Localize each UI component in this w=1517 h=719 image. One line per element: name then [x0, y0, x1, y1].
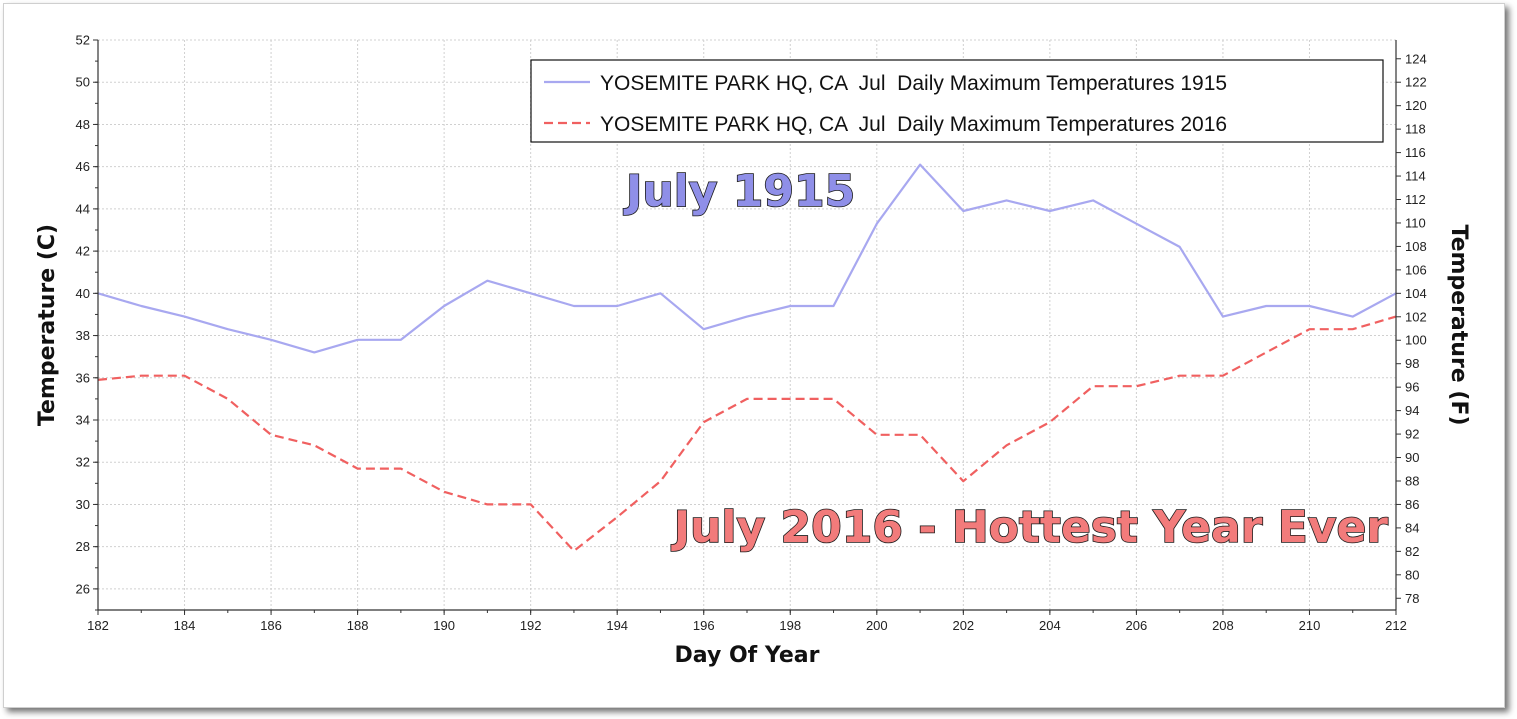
x-tick-label: 208 [1212, 618, 1234, 633]
x-tick-label: 188 [347, 618, 369, 633]
temperature-chart: 182 184 186 188 190 192 194 196 198 200 202 204 206 2… [35, 33, 1471, 669]
y-axis-title-right: Temperature (F) [1446, 224, 1471, 425]
series-line-1915 [97, 163, 1397, 354]
series-lines [97, 163, 1397, 553]
annotation-july-2016: July 2016 - Hottest Year Ever [671, 502, 1389, 553]
y2-tick-label: 92 [1405, 427, 1419, 442]
x-tick-label: 196 [693, 618, 715, 633]
y2-tick-label: 94 [1405, 403, 1419, 418]
y-tick-label: 40 [76, 286, 90, 301]
y2-tick-label: 80 [1405, 567, 1419, 582]
y-tick-label: 26 [76, 581, 90, 596]
annotation-july-1915: July 1915 [623, 166, 855, 217]
y-tick-label: 50 [76, 75, 90, 90]
x-tick-label: 194 [606, 618, 628, 633]
y-tick-label: 46 [76, 159, 90, 174]
y2-tick-label: 116 [1405, 145, 1426, 160]
chart-frame: 182 184 186 188 190 192 194 196 198 200 202 204 206 2… [3, 3, 1505, 708]
y2-tick-label: 98 [1405, 356, 1419, 371]
x-tick-label: 204 [1039, 618, 1061, 633]
y-tick-label: 36 [76, 370, 90, 385]
y2-tick-label: 122 [1405, 75, 1427, 90]
y-tick-label: 52 [76, 33, 90, 48]
x-tick-label: 202 [952, 618, 974, 633]
x-tick-label: 182 [87, 618, 109, 633]
y-tick-label: 44 [76, 201, 90, 216]
y2-tick-label: 82 [1405, 544, 1419, 559]
x-tick-label: 190 [433, 618, 455, 633]
x-tick-label: 206 [1126, 618, 1148, 633]
y2-tick-label: 114 [1405, 169, 1426, 184]
y-tick-label: 30 [76, 497, 90, 512]
x-tick-label: 184 [174, 618, 196, 633]
y2-tick-label: 120 [1405, 98, 1427, 113]
y-tick-label: 34 [76, 413, 90, 428]
x-tick-label: 192 [520, 618, 542, 633]
x-tick-label: 200 [866, 618, 888, 633]
y2-tick-label: 78 [1405, 591, 1419, 606]
y2-tick-label: 112 [1405, 192, 1426, 207]
y2-tick-label: 84 [1405, 520, 1419, 535]
y2-tick-label: 102 [1405, 309, 1427, 324]
y-tick-label: 38 [76, 328, 90, 343]
y2-tick-label: 124 [1405, 51, 1427, 66]
tick-labels: 182 184 186 188 190 192 194 196 198 200 202 204 206 2… [76, 33, 1427, 634]
y2-tick-label: 90 [1405, 450, 1419, 465]
legend: YOSEMITE PARK HQ, CA Jul Daily Maximum T… [530, 59, 1384, 143]
x-tick-label: 210 [1299, 618, 1321, 633]
y2-tick-label: 108 [1405, 239, 1427, 254]
y2-tick-label: 88 [1405, 473, 1419, 488]
y-tick-label: 32 [76, 455, 90, 470]
y-tick-label: 28 [76, 539, 90, 554]
y2-tick-label: 106 [1405, 262, 1427, 277]
y-axis-title-left: Temperature (C) [35, 224, 60, 426]
y2-tick-label: 118 [1405, 122, 1426, 137]
axes [93, 39, 1401, 615]
legend-label-1915: YOSEMITE PARK HQ, CA Jul Daily Maximum T… [600, 72, 1227, 95]
x-tick-label: 186 [260, 618, 282, 633]
y-tick-label: 42 [76, 244, 90, 259]
y2-tick-label: 100 [1405, 333, 1427, 348]
y2-tick-label: 86 [1405, 497, 1419, 512]
x-axis-title: Day Of Year [675, 643, 820, 668]
legend-box [530, 59, 1384, 143]
y-tick-label: 48 [76, 117, 90, 132]
y2-tick-label: 96 [1405, 380, 1419, 395]
x-tick-label: 198 [779, 618, 801, 633]
legend-label-2016: YOSEMITE PARK HQ, CA Jul Daily Maximum T… [600, 113, 1227, 136]
series-line-2016 [97, 315, 1397, 553]
y2-tick-label: 110 [1405, 215, 1426, 230]
y2-tick-label: 104 [1405, 286, 1427, 301]
x-tick-label: 212 [1385, 618, 1407, 633]
